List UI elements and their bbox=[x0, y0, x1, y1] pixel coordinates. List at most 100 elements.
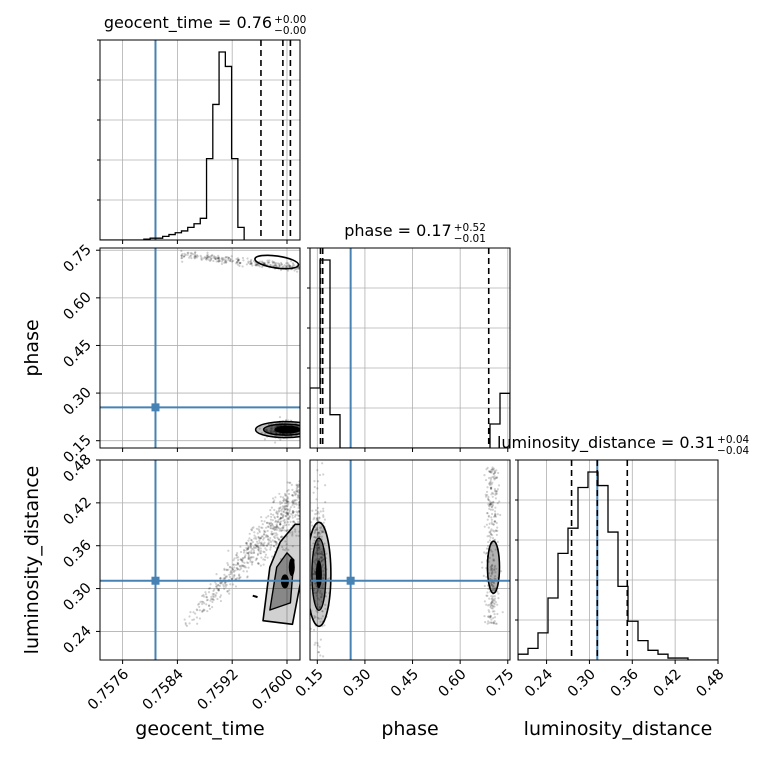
scatter-geocent-time-vs-phase-sample-point bbox=[231, 260, 234, 263]
scatter-geocent-time-vs-phase-sample-point bbox=[208, 256, 211, 259]
scatter-geocent-time-vs-phase-sample-point bbox=[245, 263, 248, 266]
scatter-geocent-time-vs-phase-sample-point bbox=[237, 258, 241, 261]
scatter-geocent-time-vs-phase-sample-point bbox=[277, 424, 281, 427]
scatter-geocent-time-vs-luminosity-distance-sample-point bbox=[196, 622, 199, 625]
scatter-phase-vs-luminosity-distance-sample-point bbox=[494, 529, 497, 532]
histogram-geocent-time-bin bbox=[200, 218, 206, 240]
scatter-phase-vs-luminosity-distance-sample-point bbox=[492, 558, 495, 561]
scatter-phase-vs-luminosity-distance-sample-point bbox=[315, 557, 318, 560]
scatter-phase-vs-luminosity-distance-sample-point bbox=[313, 531, 316, 535]
scatter-geocent-time-vs-luminosity-distance-sample-point bbox=[202, 608, 205, 611]
scatter-phase-vs-luminosity-distance-sample-point bbox=[496, 529, 499, 532]
scatter-geocent-time-vs-luminosity-distance-sample-point bbox=[260, 526, 263, 529]
scatter-geocent-time-vs-luminosity-distance-sample-point bbox=[238, 568, 241, 571]
scatter-geocent-time-vs-luminosity-distance-sample-point bbox=[283, 524, 286, 527]
scatter-phase-vs-luminosity-distance-sample-point bbox=[488, 483, 492, 487]
scatter-geocent-time-vs-phase-sample-point bbox=[216, 257, 219, 260]
scatter-geocent-time-vs-luminosity-distance-sample-point bbox=[204, 593, 208, 596]
scatter-geocent-time-vs-luminosity-distance-sample-point bbox=[243, 555, 247, 558]
scatter-geocent-time-vs-luminosity-distance-sample-point bbox=[277, 526, 280, 529]
scatter-geocent-time-vs-luminosity-distance-sample-point bbox=[280, 509, 283, 512]
scatter-geocent-time-vs-luminosity-distance-plot-area bbox=[100, 460, 300, 660]
scatter-geocent-time-vs-luminosity-distance-sample-point bbox=[201, 594, 204, 598]
scatter-phase-vs-luminosity-distance-sample-point bbox=[491, 563, 494, 566]
scatter-geocent-time-vs-phase-sample-point bbox=[183, 252, 186, 256]
scatter-geocent-time-vs-phase-sample-point bbox=[209, 255, 212, 258]
scatter-geocent-time-vs-phase-sample-point bbox=[227, 256, 230, 259]
scatter-geocent-time-vs-luminosity-distance-sample-point bbox=[227, 568, 230, 571]
scatter-geocent-time-vs-luminosity-distance-sample-point bbox=[278, 492, 281, 495]
scatter-geocent-time-vs-luminosity-distance-sample-point bbox=[282, 499, 285, 502]
scatter-phase-vs-luminosity-distance-sample-point bbox=[316, 605, 319, 608]
scatter-geocent-time-vs-luminosity-distance-sample-point bbox=[209, 599, 212, 602]
scatter-phase-vs-luminosity-distance-sample-point bbox=[315, 498, 318, 501]
scatter-phase-vs-luminosity-distance-sample-point bbox=[490, 583, 493, 586]
scatter-geocent-time-vs-luminosity-distance-sample-point bbox=[237, 574, 241, 577]
histogram-geocent-time-plot-area bbox=[100, 40, 300, 240]
scatter-geocent-time-vs-luminosity-distance-sample-point bbox=[250, 556, 254, 559]
scatter-phase-vs-luminosity-distance-sample-point bbox=[485, 468, 488, 471]
scatter-geocent-time-vs-phase-sample-point bbox=[190, 252, 193, 255]
scatter-phase-vs-luminosity-distance-sample-point bbox=[317, 553, 320, 556]
scatter-geocent-time-vs-luminosity-distance-sample-point bbox=[237, 568, 240, 571]
scatter-geocent-time-vs-luminosity-distance-sample-point bbox=[273, 515, 276, 519]
scatter-geocent-time-vs-luminosity-distance-sample-point bbox=[277, 507, 280, 510]
scatter-phase-vs-luminosity-distance-sample-point bbox=[320, 535, 323, 538]
scatter-geocent-time-vs-luminosity-distance-sample-point bbox=[247, 556, 250, 559]
scatter-phase-vs-luminosity-distance-sample-point bbox=[493, 566, 496, 569]
scatter-geocent-time-vs-luminosity-distance-sample-point bbox=[247, 557, 250, 560]
scatter-phase-vs-luminosity-distance-sample-point bbox=[490, 501, 493, 504]
scatter-phase-vs-luminosity-distance-sample-point bbox=[490, 483, 493, 486]
scatter-geocent-time-vs-luminosity-distance-sample-point bbox=[221, 581, 224, 584]
scatter-phase-vs-luminosity-distance-sample-point bbox=[493, 568, 496, 571]
scatter-geocent-time-vs-phase-sample-point bbox=[212, 259, 215, 263]
scatter-geocent-time-vs-luminosity-distance-sample-point bbox=[265, 534, 269, 537]
scatter-geocent-time-vs-luminosity-distance-sample-point bbox=[278, 529, 281, 532]
scatter-geocent-time-vs-luminosity-distance-sample-point bbox=[232, 570, 235, 573]
scatter-phase-vs-luminosity-distance-sample-point bbox=[489, 577, 492, 581]
scatter-phase-vs-luminosity-distance-sample-point bbox=[318, 598, 321, 601]
scatter-geocent-time-vs-luminosity-distance-sample-point bbox=[269, 526, 272, 530]
scatter-phase-vs-luminosity-distance-sample-point bbox=[321, 558, 324, 561]
scatter-phase-vs-luminosity-distance-sample-point bbox=[312, 491, 315, 494]
scatter-geocent-time-vs-luminosity-distance-sample-point bbox=[263, 541, 266, 544]
scatter-geocent-time-vs-luminosity-distance-sample-point bbox=[285, 513, 289, 516]
scatter-phase-vs-luminosity-distance-sample-point bbox=[321, 530, 324, 534]
scatter-phase-vs-luminosity-distance-sample-point bbox=[484, 493, 487, 496]
scatter-phase-vs-luminosity-distance-sample-point bbox=[494, 506, 497, 509]
scatter-geocent-time-vs-luminosity-distance-sample-point bbox=[238, 577, 241, 580]
scatter-phase-vs-luminosity-distance-sample-point bbox=[494, 520, 497, 523]
scatter-geocent-time-vs-phase-sample-point bbox=[182, 255, 186, 258]
scatter-phase-vs-luminosity-distance-sample-point bbox=[490, 521, 493, 524]
scatter-geocent-time-vs-luminosity-distance-sample-point bbox=[297, 485, 300, 488]
scatter-geocent-time-vs-luminosity-distance-sample-point bbox=[293, 498, 297, 502]
scatter-phase-vs-luminosity-distance-sample-point bbox=[483, 474, 486, 477]
scatter-geocent-time-vs-luminosity-distance-sample-point bbox=[223, 567, 226, 570]
scatter-geocent-time-vs-luminosity-distance-sample-point bbox=[226, 563, 230, 567]
scatter-geocent-time-vs-luminosity-distance-sample-point bbox=[291, 531, 294, 534]
scatter-geocent-time-vs-luminosity-distance-sample-point bbox=[267, 525, 270, 529]
scatter-geocent-time-vs-luminosity-distance-sample-point bbox=[274, 520, 277, 523]
scatter-geocent-time-vs-phase-sample-point bbox=[223, 258, 226, 262]
scatter-geocent-time-vs-luminosity-distance-sample-point bbox=[250, 529, 254, 532]
scatter-geocent-time-vs-luminosity-distance-sample-point bbox=[291, 493, 294, 497]
scatter-geocent-time-vs-luminosity-distance-sample-point bbox=[293, 505, 296, 509]
scatter-geocent-time-vs-luminosity-distance-sample-point bbox=[287, 488, 290, 492]
scatter-geocent-time-vs-luminosity-distance-sample-point bbox=[275, 528, 278, 531]
scatter-geocent-time-vs-luminosity-distance-sample-point bbox=[257, 548, 260, 552]
scatter-geocent-time-vs-luminosity-distance-sample-point bbox=[291, 520, 295, 523]
scatter-geocent-time-vs-luminosity-distance-sample-point bbox=[286, 500, 289, 503]
scatter-phase-vs-luminosity-distance-sample-point bbox=[491, 585, 495, 589]
scatter-geocent-time-vs-phase-sample-point bbox=[249, 260, 252, 263]
scatter-phase-vs-luminosity-distance-sample-point bbox=[492, 500, 495, 503]
title-main: luminosity_distance = 0.31 bbox=[497, 433, 715, 453]
scatter-phase-vs-luminosity-distance-sample-point bbox=[316, 589, 319, 592]
scatter-geocent-time-vs-luminosity-distance-sample-point bbox=[215, 573, 218, 576]
scatter-geocent-time-vs-luminosity-distance-sample-point bbox=[236, 563, 239, 566]
scatter-phase-vs-luminosity-distance-sample-point bbox=[496, 603, 499, 606]
histogram-luminosity-distance-bin bbox=[568, 528, 578, 660]
scatter-phase-vs-luminosity-distance-sample-point bbox=[483, 600, 486, 603]
scatter-geocent-time-vs-luminosity-distance-sample-point bbox=[257, 528, 260, 531]
scatter-geocent-time-vs-luminosity-distance-sample-point bbox=[285, 529, 288, 532]
scatter-phase-vs-luminosity-distance-sample-point bbox=[487, 615, 490, 618]
